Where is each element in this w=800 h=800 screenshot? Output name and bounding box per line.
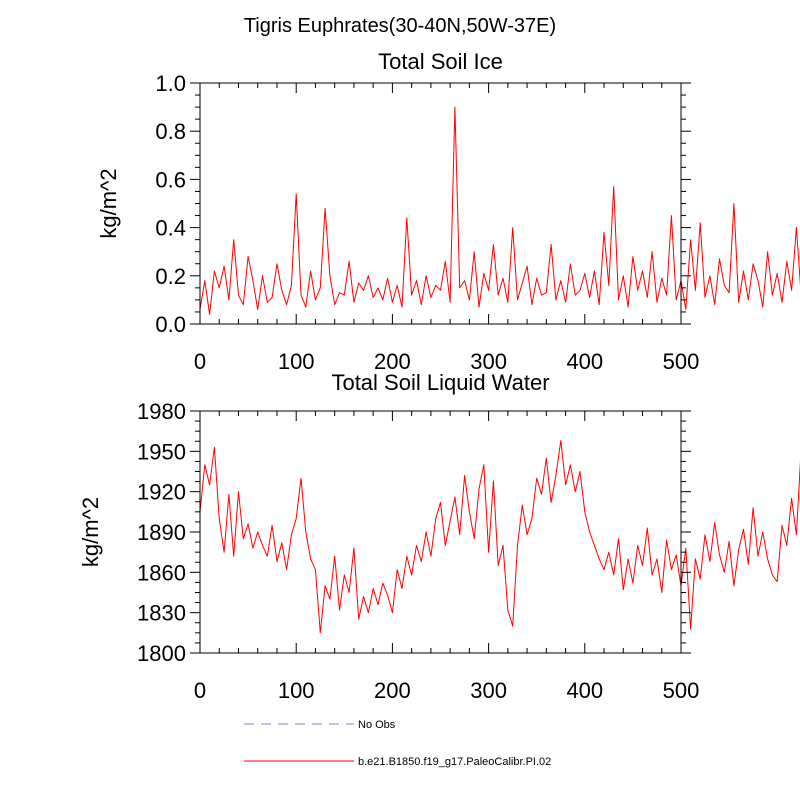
y-tick-label: 1920 xyxy=(137,480,186,505)
y-tick-label: 1.0 xyxy=(155,71,186,96)
x-tick-label: 500 xyxy=(663,349,700,374)
y-tick-label: 0.8 xyxy=(155,119,186,144)
y-axis-label-water: kg/m^2 xyxy=(78,497,103,567)
y-tick-label: 0.2 xyxy=(155,264,186,289)
x-tick-label: 100 xyxy=(278,678,315,703)
x-tick-label: 400 xyxy=(566,349,603,374)
x-tick-label: 200 xyxy=(374,678,411,703)
x-tick-label: 400 xyxy=(566,678,603,703)
legend: No Obs b.e21.B1850.f19_g17.PaleoCalibr.P… xyxy=(244,719,551,768)
chart-title-water: Total Soil Liquid Water xyxy=(331,370,549,395)
legend-label-model: b.e21.B1850.f19_g17.PaleoCalibr.PI.02 xyxy=(358,756,551,768)
chart-total-soil-ice: Total Soil Ice kg/m^2 0 100 200 300 400 500 0.0 0… xyxy=(96,49,800,374)
y-tick-label: 0.0 xyxy=(155,312,186,337)
chart-total-soil-liquid-water: Total Soil Liquid Water kg/m^2 0 100 200 300 4… xyxy=(78,370,800,703)
x-tick-label: 0 xyxy=(194,678,206,703)
plot-frame-water xyxy=(199,410,682,654)
x-tick-label: 300 xyxy=(470,678,507,703)
x-tick-label: 300 xyxy=(470,349,507,374)
x-tick-label: 100 xyxy=(278,349,315,374)
series-line-water xyxy=(199,440,800,634)
x-tick-label: 0 xyxy=(194,349,206,374)
legend-label-no-obs: No Obs xyxy=(358,719,396,731)
chart-title-ice: Total Soil Ice xyxy=(378,49,503,74)
x-tick-label: 200 xyxy=(374,349,411,374)
y-tick-label: 1890 xyxy=(137,520,186,545)
y-tick-label: 1830 xyxy=(137,601,186,626)
y-tick-label: 1860 xyxy=(137,560,186,585)
figure-title: Tigris Euphrates(30-40N,50W-37E) xyxy=(244,15,556,37)
y-tick-label: 0.6 xyxy=(155,167,186,192)
series-line-ice xyxy=(199,106,800,315)
y-axis-label-ice: kg/m^2 xyxy=(96,168,121,238)
y-tick-label: 1950 xyxy=(137,439,186,464)
y-tick-label: 1980 xyxy=(137,399,186,424)
x-tick-label: 500 xyxy=(663,678,700,703)
y-tick-label: 1800 xyxy=(137,641,186,666)
y-tick-label: 0.4 xyxy=(155,216,186,241)
